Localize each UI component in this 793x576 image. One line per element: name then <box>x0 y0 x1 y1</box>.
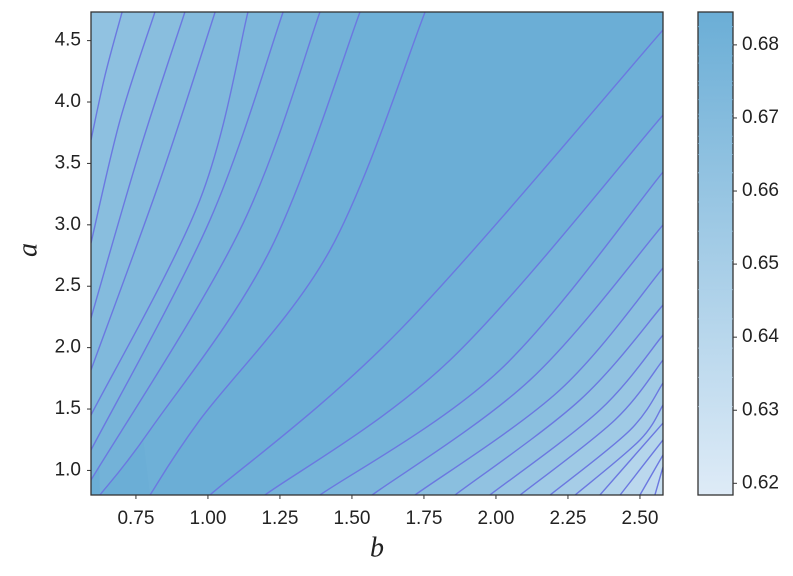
x-tick-label: 1.75 <box>405 508 442 529</box>
contour-line <box>99 12 361 495</box>
contour-line <box>454 304 663 495</box>
contour-line <box>91 12 216 371</box>
x-tick-label: 1.00 <box>189 508 226 529</box>
contour-line <box>91 12 284 451</box>
x-tick-label: 2.50 <box>621 508 658 529</box>
y-tick-label: 3.5 <box>55 152 81 173</box>
plot-frame <box>90 11 664 496</box>
y-tick-label: 2.0 <box>55 337 81 358</box>
contour-line <box>414 267 663 495</box>
colorbar-tick-label: 0.67 <box>742 107 779 128</box>
colorbar-tick-label: 0.62 <box>742 472 779 493</box>
contour-line <box>91 12 123 141</box>
colorbar-tick-label: 0.63 <box>742 399 779 420</box>
y-tick-label: 1.5 <box>55 398 81 419</box>
y-tick-label: 2.5 <box>55 275 81 296</box>
contour-line <box>371 224 663 495</box>
contour-line <box>91 12 321 481</box>
x-tick-label: 0.75 <box>117 508 154 529</box>
colorbar <box>697 11 734 496</box>
y-tick-label: 4.5 <box>55 30 81 51</box>
colorbar-tick-label: 0.68 <box>742 34 779 55</box>
contour-line <box>599 422 663 495</box>
contour-line <box>91 12 249 416</box>
contour-line <box>574 404 663 495</box>
contour-line <box>91 12 156 244</box>
contour-line <box>149 12 426 495</box>
contour-line <box>489 334 663 495</box>
x-tick-label: 1.50 <box>333 508 370 529</box>
y-tick-label: 4.0 <box>55 91 81 112</box>
contour-line <box>91 12 186 319</box>
colorbar-tick-label: 0.66 <box>742 180 779 201</box>
y-tick-label: 3.0 <box>55 214 81 235</box>
x-tick-label: 2.00 <box>477 508 514 529</box>
contour-line <box>319 171 663 495</box>
contour-line <box>264 114 663 495</box>
x-tick-label: 2.25 <box>549 508 586 529</box>
y-axis-label: a <box>12 243 43 257</box>
contour-fill <box>91 12 123 140</box>
contour-line <box>619 439 663 495</box>
colorbar-tick-label: 0.64 <box>742 326 779 347</box>
x-axis-label: b <box>370 532 384 563</box>
x-tick-label: 1.25 <box>261 508 298 529</box>
colorbar-tick-label: 0.65 <box>742 253 779 274</box>
contour-line <box>209 29 663 495</box>
contour-line <box>519 359 663 495</box>
plot-area <box>91 12 663 495</box>
y-tick-label: 1.0 <box>55 459 81 480</box>
contour-line <box>549 382 663 495</box>
contour-line <box>639 454 663 495</box>
